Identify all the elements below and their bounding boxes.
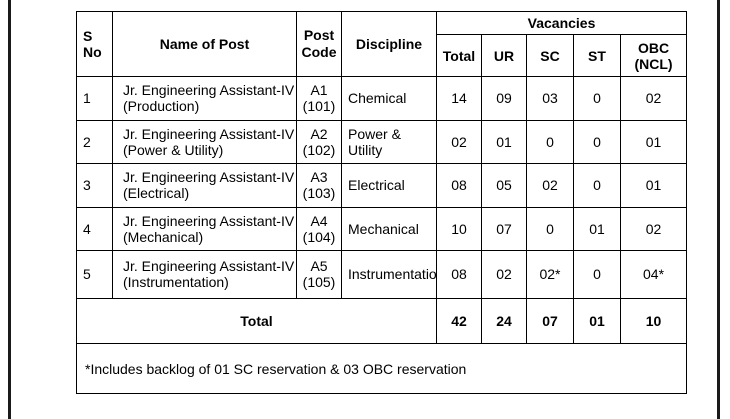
cell-post-name: Jr. Engineering Assistant-IV (Power & Ut… (112, 119, 297, 165)
cell-ur: 09 (481, 76, 527, 121)
cell-sc: 03 (526, 76, 574, 121)
cell-post-code: A2 (102) (296, 119, 342, 165)
cell-sum-ur: 24 (481, 297, 527, 345)
cell-sno: 4 (76, 206, 113, 252)
post-name-line1: Jr. Engineering Assistant-IV (123, 125, 295, 142)
vacancies-table: S No Name of Post Post Code Discipline V… (75, 11, 688, 394)
post-code-line2: (101) (302, 98, 336, 115)
cell-discipline: Instrumentation (341, 250, 437, 299)
page-border-left (8, 0, 11, 419)
cell-st: 0 (573, 119, 621, 165)
header-post-name: Name of Post (112, 11, 297, 77)
post-name-line2: (Electrical) (123, 185, 190, 202)
cell-ur: 07 (481, 206, 527, 252)
post-name-line1: Jr. Engineering Assistant-IV (123, 169, 295, 186)
header-sno: S No (76, 11, 113, 77)
cell-post-name: Jr. Engineering Assistant-IV (Instrument… (112, 250, 297, 299)
footnote: *Includes backlog of 01 SC reservation &… (75, 343, 688, 394)
post-code-line1: A3 (310, 169, 328, 186)
cell-post-code: A1 (101) (296, 76, 342, 121)
post-code-line2: (102) (302, 141, 336, 158)
cell-sno: 2 (76, 119, 113, 165)
post-name-line2: (Instrumentation) (123, 274, 229, 291)
cell-post-code: A4 (104) (296, 206, 342, 252)
table-row: 4 Jr. Engineering Assistant-IV (Mechanic… (76, 206, 688, 252)
cell-post-name: Jr. Engineering Assistant-IV (Production… (112, 76, 297, 121)
cell-obc: 02 (619, 76, 688, 121)
cell-total: 10 (436, 206, 482, 252)
post-code-line2: (104) (302, 228, 336, 245)
header-ur: UR (481, 34, 527, 77)
table-row: 2 Jr. Engineering Assistant-IV (Power & … (76, 119, 688, 165)
cell-total-label: Total (76, 297, 437, 345)
cell-obc: 01 (619, 163, 688, 208)
header-discipline: Discipline (341, 11, 437, 77)
post-code-line1: A1 (310, 82, 328, 99)
cell-discipline: Electrical (341, 163, 437, 208)
post-code-line1: A5 (310, 258, 328, 275)
cell-post-name: Jr. Engineering Assistant-IV (Mechanical… (112, 206, 297, 252)
header-row-2: Total UR SC ST OBC (NCL) (77, 34, 688, 77)
cell-ur: 01 (481, 119, 527, 165)
cell-sc: 0 (526, 119, 574, 165)
cell-sum-st: 01 (573, 297, 621, 345)
cell-obc: 01 (619, 119, 688, 165)
cell-discipline: Mechanical (341, 206, 437, 252)
post-code-line2: (103) (302, 185, 336, 202)
cell-obc: 04* (619, 250, 688, 299)
cell-st: 0 (573, 250, 621, 299)
table-row: 3 Jr. Engineering Assistant-IV (Electric… (76, 163, 688, 208)
table-row: 5 Jr. Engineering Assistant-IV (Instrume… (76, 250, 688, 299)
header-row-1: S No Name of Post Post Code Discipline V… (76, 11, 688, 77)
cell-discipline: Power & Utility (341, 119, 437, 165)
post-name-line2: (Mechanical) (123, 228, 204, 245)
cell-st: 0 (573, 76, 621, 121)
cell-ur: 05 (481, 163, 527, 208)
cell-st: 0 (573, 163, 621, 208)
cell-sno: 5 (76, 250, 113, 299)
header-post-code-text: Post Code (301, 27, 337, 60)
post-code-line2: (105) (302, 274, 336, 291)
cell-post-name: Jr. Engineering Assistant-IV (Electrical… (112, 163, 297, 208)
post-name-line1: Jr. Engineering Assistant-IV (123, 258, 295, 275)
post-name-line1: Jr. Engineering Assistant-IV (123, 212, 295, 229)
header-obc-line2: (NCL) (634, 55, 673, 72)
cell-sno: 3 (76, 163, 113, 208)
cell-sno: 1 (76, 76, 113, 121)
post-code-line1: A2 (310, 125, 328, 142)
post-name-line2: (Power & Utility) (123, 141, 224, 158)
header-obc: OBC (NCL) (619, 34, 688, 77)
cell-sum-total: 42 (436, 297, 482, 345)
cell-total: 02 (436, 119, 482, 165)
header-obc-line1: OBC (637, 39, 670, 56)
header-st: ST (573, 34, 621, 77)
cell-sum-sc: 07 (526, 297, 574, 345)
header-vacancies: Vacancies (435, 11, 688, 35)
cell-post-code: A5 (105) (296, 250, 342, 299)
cell-obc: 02 (619, 206, 688, 252)
cell-post-code: A3 (103) (296, 163, 342, 208)
totals-row: Total 42 24 07 01 10 (76, 297, 688, 345)
post-code-line1: A4 (310, 212, 328, 229)
cell-sc: 02* (526, 250, 574, 299)
header-post-code: Post Code (296, 11, 342, 77)
page-border-right (717, 0, 720, 419)
post-name-line2: (Production) (123, 98, 200, 115)
header-total: Total (436, 34, 482, 77)
cell-total: 08 (436, 250, 482, 299)
post-name-line1: Jr. Engineering Assistant-IV (123, 82, 295, 99)
header-sc: SC (526, 34, 574, 77)
cell-discipline: Chemical (341, 76, 437, 121)
footnote-row: *Includes backlog of 01 SC reservation &… (75, 343, 688, 394)
table-row: 1 Jr. Engineering Assistant-IV (Producti… (76, 76, 688, 121)
cell-total: 14 (436, 76, 482, 121)
cell-st: 01 (573, 206, 621, 252)
cell-sum-obc: 10 (619, 297, 688, 345)
cell-total: 08 (436, 163, 482, 208)
cell-ur: 02 (481, 250, 527, 299)
cell-sc: 0 (526, 206, 574, 252)
cell-sc: 02 (526, 163, 574, 208)
